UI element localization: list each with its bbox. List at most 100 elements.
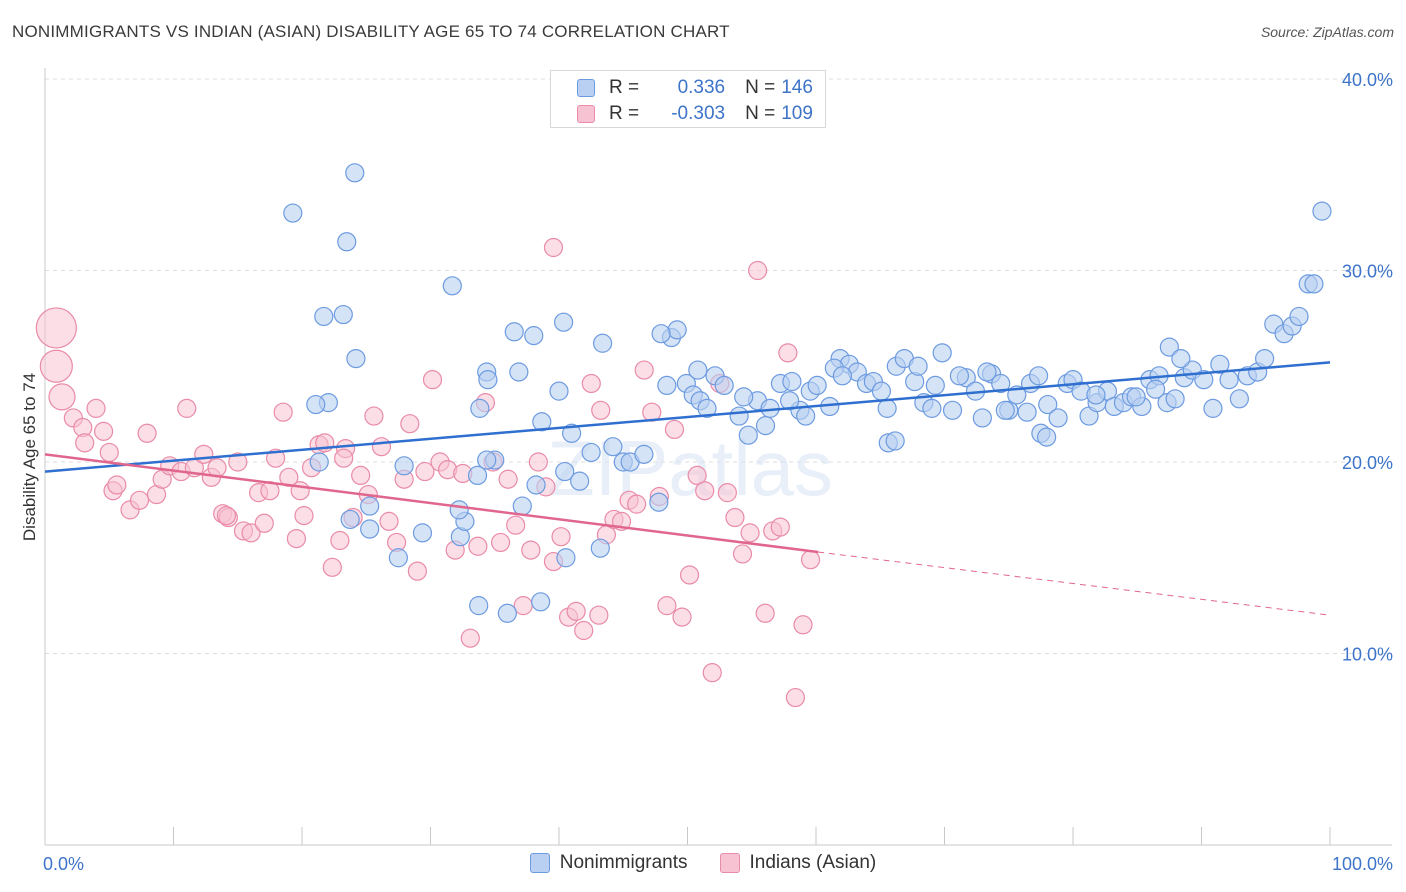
pink-point <box>627 494 647 514</box>
pink-point <box>107 475 127 495</box>
tick-labels: 10.0% 20.0% 30.0% 40.0% 0.0% 100.0% <box>43 70 1393 874</box>
blue-point <box>442 276 462 296</box>
blue-point <box>360 496 380 516</box>
blue-point <box>908 356 928 376</box>
blue-point <box>283 203 303 223</box>
indians-asian-trend-extension <box>817 551 1331 616</box>
blue-point <box>885 431 905 451</box>
blue-point <box>1037 427 1057 447</box>
pink-point <box>770 517 790 537</box>
blue-point <box>449 500 469 520</box>
pink-point <box>48 383 76 411</box>
blue-point <box>1146 379 1166 399</box>
blue-point <box>549 381 569 401</box>
blue-point <box>1028 366 1049 386</box>
pink-point <box>379 511 399 531</box>
pink-point <box>241 523 261 543</box>
watermark: ZIPatlas <box>547 424 833 512</box>
blue-point <box>470 398 490 418</box>
chart-title: NONIMMIGRANTS VS INDIAN (ASIAN) DISABILI… <box>12 22 730 41</box>
pink-point <box>194 444 214 464</box>
pink-point <box>400 414 420 434</box>
blue-point <box>1255 348 1275 369</box>
nonimmigrants-trend-line <box>44 361 1331 473</box>
blue-point <box>526 475 546 495</box>
blue-point <box>1126 387 1146 407</box>
legend-label: Indians (Asian) <box>749 852 877 873</box>
y-tick-label: 10.0% <box>1342 645 1393 665</box>
blue-point <box>729 406 749 426</box>
blue-point <box>649 492 669 512</box>
pink-point <box>687 465 707 486</box>
blue-point <box>925 375 945 395</box>
blue-point <box>603 437 623 457</box>
pink-point <box>634 360 654 380</box>
pink-point <box>294 506 314 526</box>
blue-point <box>394 456 414 476</box>
pink-point <box>591 400 611 420</box>
pink-swatch <box>719 853 740 873</box>
blue-point <box>1165 389 1185 409</box>
pink-point <box>39 349 73 383</box>
pink-point <box>422 370 443 390</box>
pink-point <box>75 433 95 453</box>
pink-point <box>93 421 114 441</box>
pink-point <box>732 544 753 564</box>
pink-point <box>460 628 480 648</box>
indians-asian-points <box>35 237 821 708</box>
pink-point <box>755 603 775 623</box>
pink-point <box>506 515 526 535</box>
blue-swatch <box>577 79 595 97</box>
blue-point <box>314 306 334 327</box>
blue-point <box>1017 402 1037 422</box>
blue-point <box>360 519 380 539</box>
trend-lines <box>44 361 1331 616</box>
series-legend: Nonimmigrants Indians (Asian) <box>0 852 1406 874</box>
blue-point <box>688 360 708 380</box>
r-value: -0.303 <box>671 103 726 124</box>
pink-point <box>551 527 571 547</box>
blue-point <box>1086 385 1106 405</box>
blue-point <box>512 496 532 516</box>
legend-item-indians-asian[interactable]: Indians (Asian) <box>719 852 877 874</box>
blue-point <box>977 362 997 382</box>
indians-asian-trend-line <box>44 453 819 554</box>
pink-point <box>334 448 354 468</box>
blue-point <box>667 320 687 340</box>
pink-swatch <box>577 105 595 123</box>
pink-point <box>528 452 548 472</box>
pink-point <box>99 442 119 463</box>
source-label: Source: ZipAtlas.com <box>1260 24 1394 40</box>
r-label: R = <box>609 77 640 98</box>
blue-point <box>651 324 671 344</box>
pink-point <box>778 343 798 363</box>
blue-point <box>478 370 498 390</box>
blue-point <box>1289 306 1309 327</box>
y-tick-label: 40.0% <box>1342 70 1393 90</box>
pink-point <box>490 532 511 553</box>
pink-point <box>793 615 813 635</box>
blue-point <box>949 366 970 386</box>
axes <box>44 68 1392 846</box>
blue-point <box>388 548 408 568</box>
pink-point <box>137 423 157 443</box>
blue-point <box>922 398 942 418</box>
blue-point <box>337 232 357 252</box>
pink-point <box>581 373 601 394</box>
pink-point <box>290 481 310 501</box>
legend-row-nonimmigrants: R = 0.336 N = 146 <box>577 76 813 100</box>
blue-point <box>309 452 329 472</box>
blue-point <box>581 442 601 463</box>
nonimmigrants-points <box>283 163 1332 623</box>
legend-item-nonimmigrants[interactable]: Nonimmigrants <box>529 852 688 874</box>
x-tick-label: 0.0% <box>43 854 84 874</box>
blue-point <box>1171 348 1191 369</box>
pink-point <box>364 406 384 426</box>
x-tick-label: 100.0% <box>1332 854 1393 874</box>
blue-point <box>738 425 758 445</box>
r-value: 0.336 <box>677 77 726 98</box>
correlation-legend: R = 0.336 N = 146 R = -0.303 N = 109 <box>550 70 826 128</box>
blue-point <box>755 416 776 436</box>
pink-point <box>740 523 760 543</box>
pink-point <box>695 481 715 501</box>
